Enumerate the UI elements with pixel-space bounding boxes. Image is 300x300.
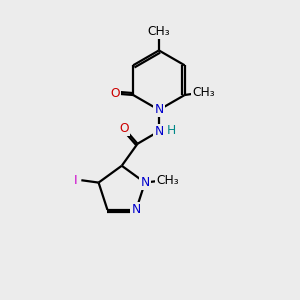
Text: N: N (154, 125, 164, 138)
Text: CH₃: CH₃ (192, 86, 215, 99)
Text: CH₃: CH₃ (148, 25, 170, 38)
Text: O: O (119, 122, 129, 135)
Text: O: O (110, 87, 120, 100)
Text: N: N (131, 203, 141, 216)
Text: CH₃: CH₃ (156, 174, 178, 187)
Text: N: N (140, 176, 150, 189)
Text: H: H (167, 124, 176, 137)
Text: N: N (154, 103, 164, 116)
Text: I: I (74, 174, 78, 187)
